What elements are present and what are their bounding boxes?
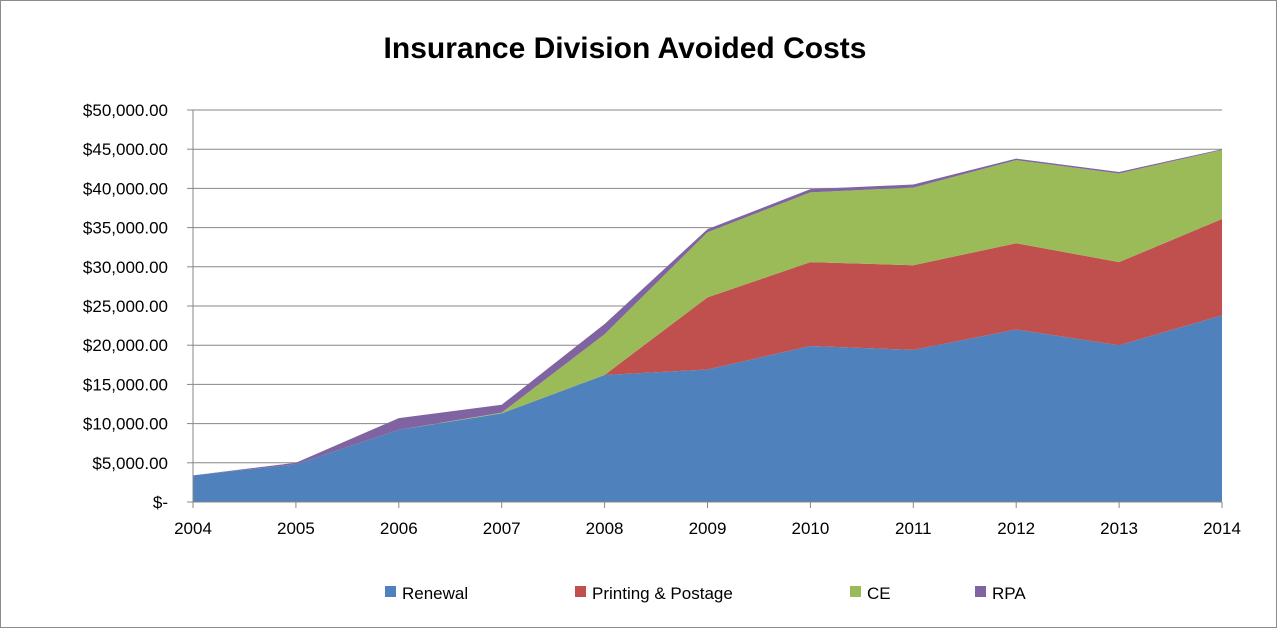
- y-tick-label: $20,000.00: [83, 336, 168, 355]
- x-tick-label: 2006: [380, 519, 418, 538]
- legend: Renewal Printing & Postage CE RPA: [385, 584, 1026, 603]
- series-area-ce: [193, 149, 1222, 476]
- legend-swatch-ce: [850, 586, 861, 597]
- legend-swatch-rpa: [975, 586, 986, 597]
- y-tick-label: $35,000.00: [83, 219, 168, 238]
- y-axis-ticks: $- $5,000.00 $10,000.00 $15,000.00 $20,000.0…: [83, 101, 193, 512]
- y-tick-label: $10,000.00: [83, 415, 168, 434]
- series-area-printing-postage: [193, 218, 1222, 476]
- y-tick-label: $45,000.00: [83, 140, 168, 159]
- y-tick-label: $50,000.00: [83, 101, 168, 120]
- x-tick-label: 2014: [1203, 519, 1241, 538]
- x-tick-label: 2012: [997, 519, 1035, 538]
- y-tick-label: $30,000.00: [83, 258, 168, 277]
- legend-label-renewal: Renewal: [402, 584, 468, 603]
- y-tick-label: $-: [153, 493, 168, 512]
- x-tick-label: 2009: [689, 519, 727, 538]
- x-tick-label: 2013: [1100, 519, 1138, 538]
- x-tick-label: 2007: [483, 519, 521, 538]
- series-areas: [193, 149, 1222, 502]
- x-tick-label: 2004: [174, 519, 212, 538]
- x-tick-label: 2005: [277, 519, 315, 538]
- x-tick-label: 2008: [586, 519, 624, 538]
- y-tick-label: $40,000.00: [83, 179, 168, 198]
- legend-label-rpa: RPA: [992, 584, 1026, 603]
- chart-title: Insurance Division Avoided Costs: [383, 32, 867, 65]
- legend-swatch-renewal: [385, 586, 396, 597]
- y-tick-label: $25,000.00: [83, 297, 168, 316]
- series-area-renewal: [193, 315, 1222, 502]
- legend-label-printing-postage: Printing & Postage: [592, 584, 733, 603]
- x-axis-ticks: 2004 2005 2006 2007 2008 2009 2010 2011 2012 2013…: [174, 502, 1241, 538]
- x-tick-label: 2010: [791, 519, 829, 538]
- y-tick-label: $5,000.00: [92, 454, 168, 473]
- x-tick-label: 2011: [895, 519, 932, 538]
- legend-swatch-printing-postage: [575, 586, 586, 597]
- y-tick-label: $15,000.00: [83, 375, 168, 394]
- legend-label-ce: CE: [867, 584, 891, 603]
